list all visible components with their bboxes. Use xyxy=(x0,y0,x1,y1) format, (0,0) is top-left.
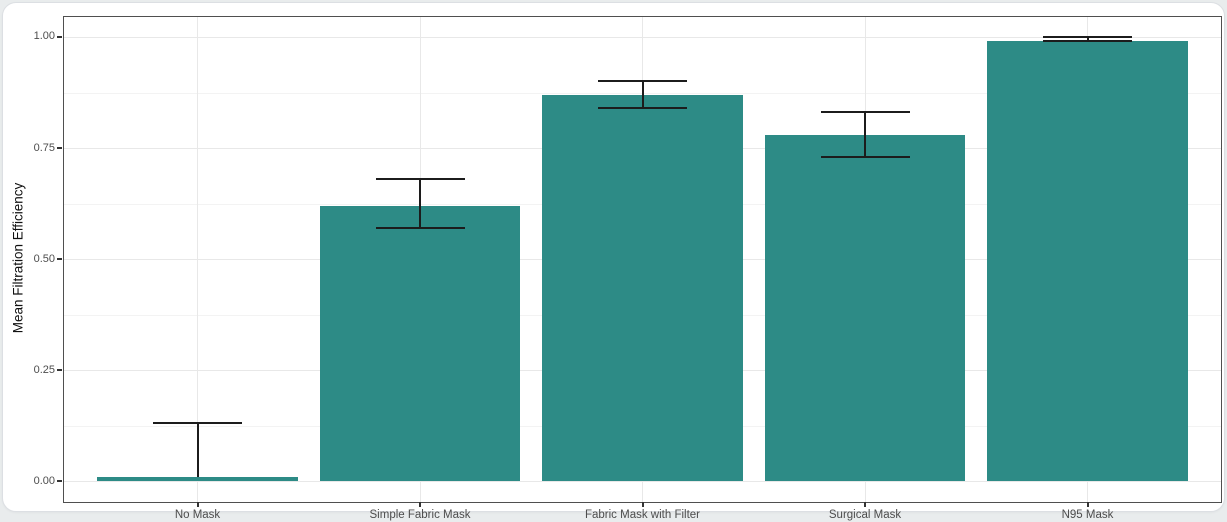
bar xyxy=(764,134,966,482)
x-tick-mark xyxy=(419,502,421,507)
x-tick-label: No Mask xyxy=(174,509,221,521)
error-whisker xyxy=(1086,36,1089,42)
gridline-vertical xyxy=(197,17,198,502)
error-cap-high xyxy=(1043,35,1132,38)
error-whisker xyxy=(864,112,866,157)
error-cap-high xyxy=(598,80,687,83)
bar xyxy=(987,41,1188,482)
x-tick-mark xyxy=(1086,502,1089,507)
y-tick-mark xyxy=(57,35,62,38)
bar xyxy=(319,205,521,482)
error-cap-low xyxy=(1043,40,1132,43)
plot-panel xyxy=(63,16,1222,503)
x-tick-mark xyxy=(196,502,199,507)
y-tick-mark xyxy=(57,480,62,483)
error-cap-high xyxy=(375,178,465,181)
error-cap-high xyxy=(153,422,242,425)
x-tick-label: Simple Fabric Mask xyxy=(369,509,471,521)
x-tick-label: Surgical Mask xyxy=(828,509,902,521)
error-cap-low xyxy=(820,155,910,158)
x-tick-mark xyxy=(864,502,866,507)
y-tick-label: 0.50 xyxy=(33,252,55,265)
x-tick-label: N95 Mask xyxy=(1061,509,1114,521)
y-tick-mark xyxy=(57,258,62,261)
error-whisker xyxy=(196,423,199,477)
error-cap-low xyxy=(598,107,687,110)
error-cap-low xyxy=(375,226,465,229)
y-tick-label: 1.00 xyxy=(33,30,55,43)
error-whisker xyxy=(419,179,421,228)
y-tick-mark xyxy=(57,147,62,150)
y-tick-label: 0.25 xyxy=(33,363,55,376)
bar xyxy=(542,94,743,482)
x-tick-label: Fabric Mask with Filter xyxy=(584,509,701,521)
x-tick-mark xyxy=(641,502,644,507)
y-tick-mark xyxy=(57,369,62,372)
y-tick-label: 0.75 xyxy=(33,141,55,154)
y-tick-label: 0.00 xyxy=(33,474,55,487)
error-cap-high xyxy=(820,111,910,114)
error-whisker xyxy=(641,81,644,109)
bar xyxy=(97,476,298,482)
